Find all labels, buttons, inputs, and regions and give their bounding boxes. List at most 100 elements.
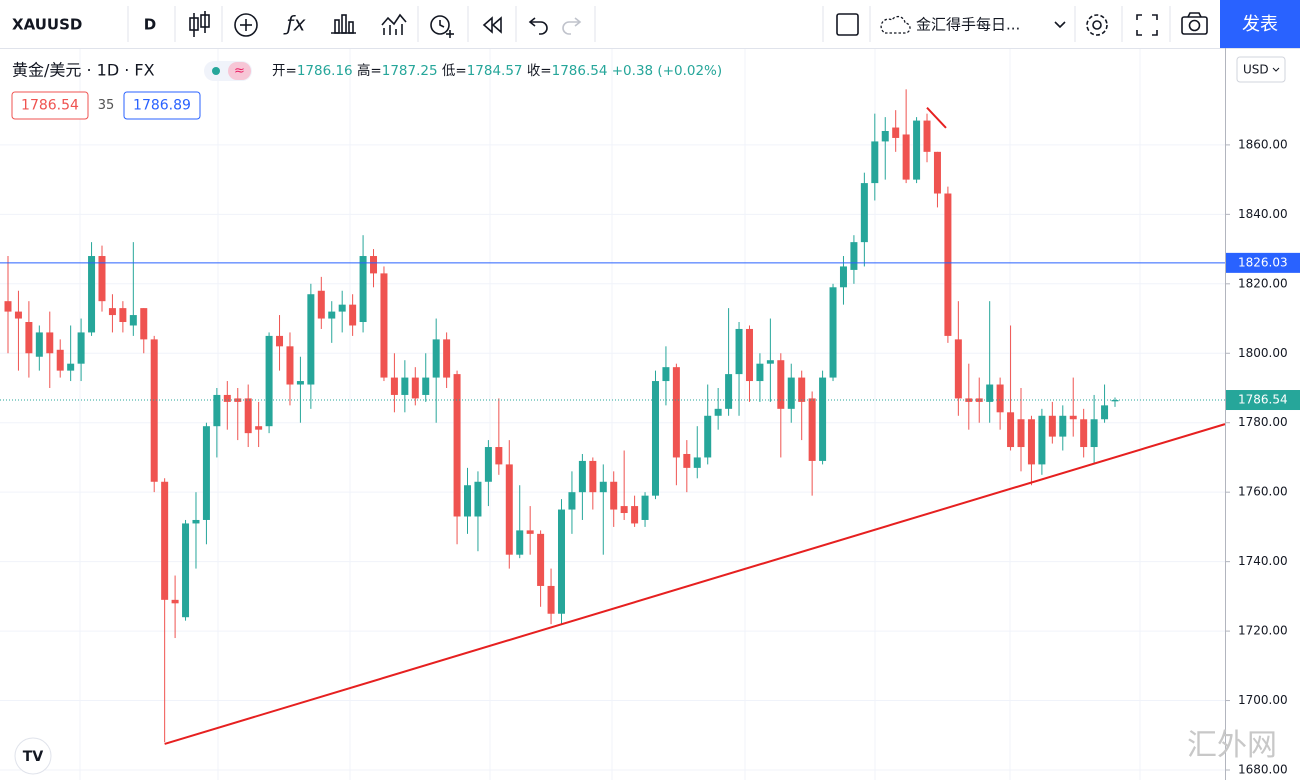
trendline xyxy=(164,423,1226,745)
undo-button[interactable] xyxy=(528,17,548,35)
candle-body xyxy=(704,415,712,458)
layout-caret[interactable] xyxy=(1054,21,1066,29)
candle-body xyxy=(150,339,158,482)
candle-body xyxy=(839,266,847,288)
candle-body xyxy=(276,335,284,347)
delay-icon: ≈ xyxy=(234,64,245,79)
candle-body xyxy=(140,308,148,340)
y-tick-label: 1840.00 xyxy=(1238,207,1288,221)
logo[interactable] xyxy=(14,737,52,775)
candle-body xyxy=(1027,419,1035,465)
candle-body xyxy=(683,453,691,468)
chart-type-button[interactable] xyxy=(189,11,210,37)
candle-body xyxy=(965,398,973,402)
candle-body xyxy=(631,506,639,524)
candle-body xyxy=(944,193,952,336)
candle-body xyxy=(537,533,545,586)
last-price-tag xyxy=(1226,390,1300,411)
candle-body xyxy=(693,457,701,468)
candle-body xyxy=(871,141,879,184)
candle-body xyxy=(14,311,22,319)
compare-button[interactable] xyxy=(234,13,258,37)
y-tick-label: 1680.00 xyxy=(1238,763,1288,777)
market-open-dot xyxy=(212,67,220,75)
sell-button[interactable] xyxy=(11,91,89,120)
publish-button[interactable] xyxy=(1220,0,1300,48)
candle-body xyxy=(4,301,12,312)
candle-body xyxy=(672,367,680,458)
candle-body xyxy=(589,460,597,493)
redo-button[interactable] xyxy=(562,17,582,35)
alert-button[interactable] xyxy=(430,15,454,38)
candle-body xyxy=(777,360,785,409)
snapshot-button[interactable] xyxy=(1181,12,1208,35)
settings-button[interactable] xyxy=(1086,14,1108,36)
candle-body xyxy=(1101,405,1109,420)
change: +0.38 xyxy=(612,63,653,79)
candle-body xyxy=(662,367,670,382)
candle-body xyxy=(390,377,398,395)
y-tick-label: 1800.00 xyxy=(1238,346,1288,360)
candle-body xyxy=(986,384,994,402)
templates-button-2[interactable] xyxy=(381,13,407,35)
candle-body xyxy=(1069,415,1077,420)
instrument: 黄金/美元 · 1D · FX xyxy=(12,61,155,80)
candle-body xyxy=(484,447,492,482)
candle-body xyxy=(714,408,722,416)
replay-button[interactable] xyxy=(482,16,502,34)
candle-body xyxy=(161,481,169,600)
candle-body xyxy=(975,398,983,402)
y-tick-label: 1760.00 xyxy=(1238,485,1288,499)
templates-button[interactable] xyxy=(331,14,356,34)
candle-body xyxy=(578,460,586,493)
candle-body xyxy=(349,304,357,326)
candle-body xyxy=(516,530,524,555)
sell-price[interactable]: 1786.54 xyxy=(21,98,79,114)
candle-body xyxy=(756,363,764,382)
layout-button[interactable] xyxy=(836,13,859,36)
candle-body xyxy=(933,151,941,194)
price-axis: 1680.00 1700.00 1720.00 1740.00 1760.00 1780.… xyxy=(1225,137,1300,777)
close-label: 收= xyxy=(527,63,552,79)
plot xyxy=(0,89,1226,745)
candle-body xyxy=(223,394,231,402)
buy-price[interactable]: 1786.89 xyxy=(133,98,191,114)
candle-body xyxy=(892,127,900,138)
candle-body xyxy=(745,328,753,382)
candle-body xyxy=(651,381,659,496)
y-tick-label: 1720.00 xyxy=(1238,624,1288,638)
candle-body xyxy=(902,134,910,180)
interval[interactable]: D xyxy=(144,16,156,34)
low-label: 低= xyxy=(442,63,467,79)
candle-body xyxy=(474,481,482,517)
currency-button[interactable] xyxy=(1236,56,1286,83)
level-label: 1826.03 xyxy=(1238,255,1288,269)
y-tick-label: 1820.00 xyxy=(1238,276,1288,290)
candle-body xyxy=(56,349,64,371)
candle-body xyxy=(735,328,743,375)
candle-body xyxy=(1080,419,1088,448)
candle-body xyxy=(526,530,534,534)
candle-body xyxy=(244,398,252,434)
ohlc-legend: 开=1786.16 高=1787.25 低=1784.57 收=1786.54 … xyxy=(272,62,722,79)
symbol[interactable]: XAUUSD xyxy=(12,16,82,34)
fullscreen-button[interactable] xyxy=(1136,14,1158,36)
publish-label[interactable]: 发表 xyxy=(1242,14,1278,35)
candle-body xyxy=(1038,415,1046,465)
candle-body xyxy=(129,315,137,326)
candle-body xyxy=(1007,412,1015,448)
layout-name[interactable]: 金汇得手每日... xyxy=(916,16,1020,34)
buy-button[interactable] xyxy=(123,91,201,120)
currency[interactable]: USD xyxy=(1243,63,1269,77)
indicators-button[interactable]: ƒx xyxy=(283,12,306,36)
logo-mark[interactable]: TV xyxy=(23,749,44,765)
y-tick-label: 1700.00 xyxy=(1238,693,1288,707)
candle-body xyxy=(923,120,931,152)
candle-body xyxy=(35,332,43,357)
candle-body xyxy=(464,485,472,517)
high-value: 1787.25 xyxy=(382,63,438,79)
candle-body xyxy=(370,256,378,274)
candle-body xyxy=(1111,400,1119,402)
candle-body xyxy=(119,308,127,323)
y-tick-label: 1780.00 xyxy=(1238,415,1288,429)
